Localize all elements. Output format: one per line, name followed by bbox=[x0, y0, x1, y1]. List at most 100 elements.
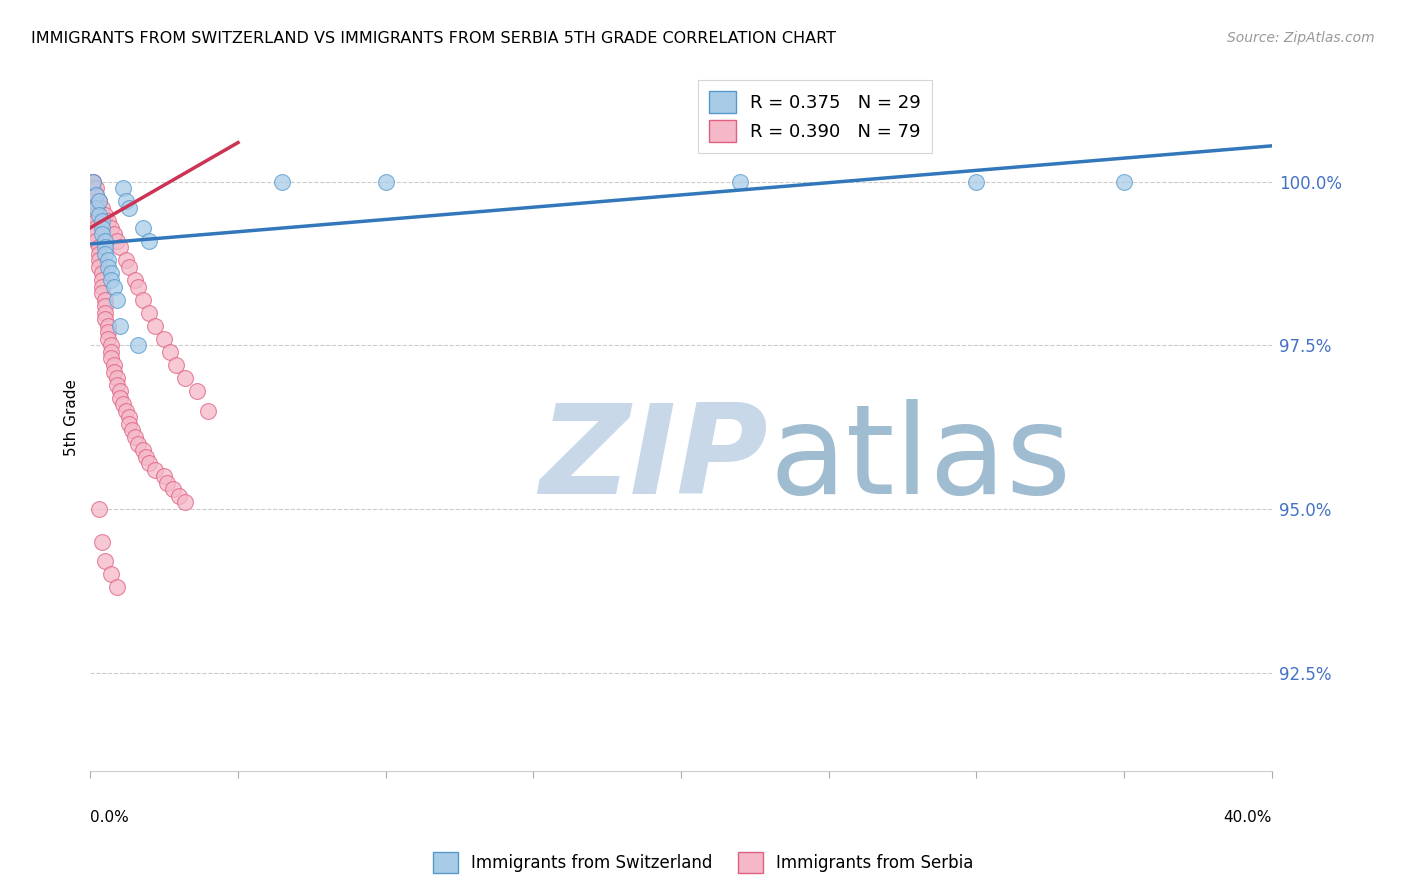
Point bbox=[82, 175, 104, 189]
Point bbox=[108, 318, 131, 333]
Point bbox=[84, 188, 107, 202]
Text: Source: ZipAtlas.com: Source: ZipAtlas.com bbox=[1227, 31, 1375, 45]
Point bbox=[138, 306, 160, 320]
Point bbox=[108, 240, 131, 254]
Point bbox=[91, 273, 114, 287]
Point bbox=[173, 495, 195, 509]
Point bbox=[94, 299, 117, 313]
Point bbox=[108, 391, 131, 405]
Point bbox=[91, 267, 114, 281]
Point bbox=[100, 351, 122, 366]
Point bbox=[89, 247, 111, 261]
Point bbox=[118, 417, 141, 431]
Point bbox=[114, 404, 136, 418]
Point bbox=[100, 338, 122, 352]
Point bbox=[84, 208, 107, 222]
Point bbox=[100, 567, 122, 582]
Point bbox=[89, 240, 111, 254]
Point bbox=[105, 293, 128, 307]
Point bbox=[91, 220, 114, 235]
Point bbox=[105, 371, 128, 385]
Point bbox=[94, 554, 117, 568]
Point bbox=[97, 253, 120, 268]
Point bbox=[111, 181, 134, 195]
Point bbox=[114, 194, 136, 209]
Text: 0.0%: 0.0% bbox=[90, 810, 129, 824]
Point bbox=[84, 181, 107, 195]
Point bbox=[114, 253, 136, 268]
Point bbox=[108, 384, 131, 399]
Point bbox=[84, 234, 107, 248]
Point bbox=[153, 469, 176, 483]
Point bbox=[84, 227, 107, 242]
Point bbox=[105, 581, 128, 595]
Point bbox=[127, 279, 149, 293]
Legend: Immigrants from Switzerland, Immigrants from Serbia: Immigrants from Switzerland, Immigrants … bbox=[426, 846, 980, 880]
Point bbox=[91, 227, 114, 242]
Point bbox=[143, 463, 166, 477]
Point bbox=[100, 273, 122, 287]
Point bbox=[89, 194, 111, 209]
Point bbox=[138, 456, 160, 470]
Point bbox=[97, 326, 120, 340]
Point bbox=[124, 273, 146, 287]
Point bbox=[94, 293, 117, 307]
Point bbox=[127, 436, 149, 450]
Point bbox=[197, 404, 219, 418]
Point bbox=[965, 175, 987, 189]
Point bbox=[82, 201, 104, 215]
Point bbox=[94, 306, 117, 320]
Point bbox=[91, 286, 114, 301]
Point bbox=[118, 201, 141, 215]
Point bbox=[94, 247, 117, 261]
Point bbox=[127, 338, 149, 352]
Point bbox=[374, 175, 396, 189]
Point bbox=[82, 175, 104, 189]
Point bbox=[91, 534, 114, 549]
Point bbox=[94, 240, 117, 254]
Point bbox=[118, 410, 141, 425]
Point bbox=[105, 234, 128, 248]
Point bbox=[84, 220, 107, 235]
Point bbox=[97, 214, 120, 228]
Point bbox=[97, 318, 120, 333]
Point bbox=[1114, 175, 1136, 189]
Point bbox=[156, 475, 179, 490]
Point bbox=[82, 194, 104, 209]
Point bbox=[103, 358, 125, 372]
Point bbox=[82, 175, 104, 189]
Point bbox=[118, 260, 141, 274]
Legend: R = 0.375   N = 29, R = 0.390   N = 79: R = 0.375 N = 29, R = 0.390 N = 79 bbox=[697, 80, 932, 153]
Point bbox=[94, 234, 117, 248]
Point bbox=[186, 384, 208, 399]
Point bbox=[89, 194, 111, 209]
Point bbox=[94, 208, 117, 222]
Point bbox=[94, 312, 117, 326]
Point bbox=[135, 450, 157, 464]
Text: 40.0%: 40.0% bbox=[1223, 810, 1272, 824]
Point bbox=[159, 345, 181, 359]
Point bbox=[173, 371, 195, 385]
Point bbox=[91, 279, 114, 293]
Point bbox=[100, 220, 122, 235]
Point bbox=[89, 253, 111, 268]
Point bbox=[82, 188, 104, 202]
Point bbox=[91, 214, 114, 228]
Point bbox=[121, 424, 143, 438]
Point bbox=[132, 220, 155, 235]
Point bbox=[103, 279, 125, 293]
Point bbox=[84, 188, 107, 202]
Point bbox=[82, 181, 104, 195]
Point bbox=[132, 443, 155, 458]
Point bbox=[124, 430, 146, 444]
Point bbox=[100, 267, 122, 281]
Point bbox=[153, 332, 176, 346]
Point bbox=[97, 260, 120, 274]
Point bbox=[91, 201, 114, 215]
Point bbox=[143, 318, 166, 333]
Point bbox=[132, 293, 155, 307]
Point bbox=[89, 208, 111, 222]
Point bbox=[97, 332, 120, 346]
Point bbox=[111, 397, 134, 411]
Point bbox=[103, 227, 125, 242]
